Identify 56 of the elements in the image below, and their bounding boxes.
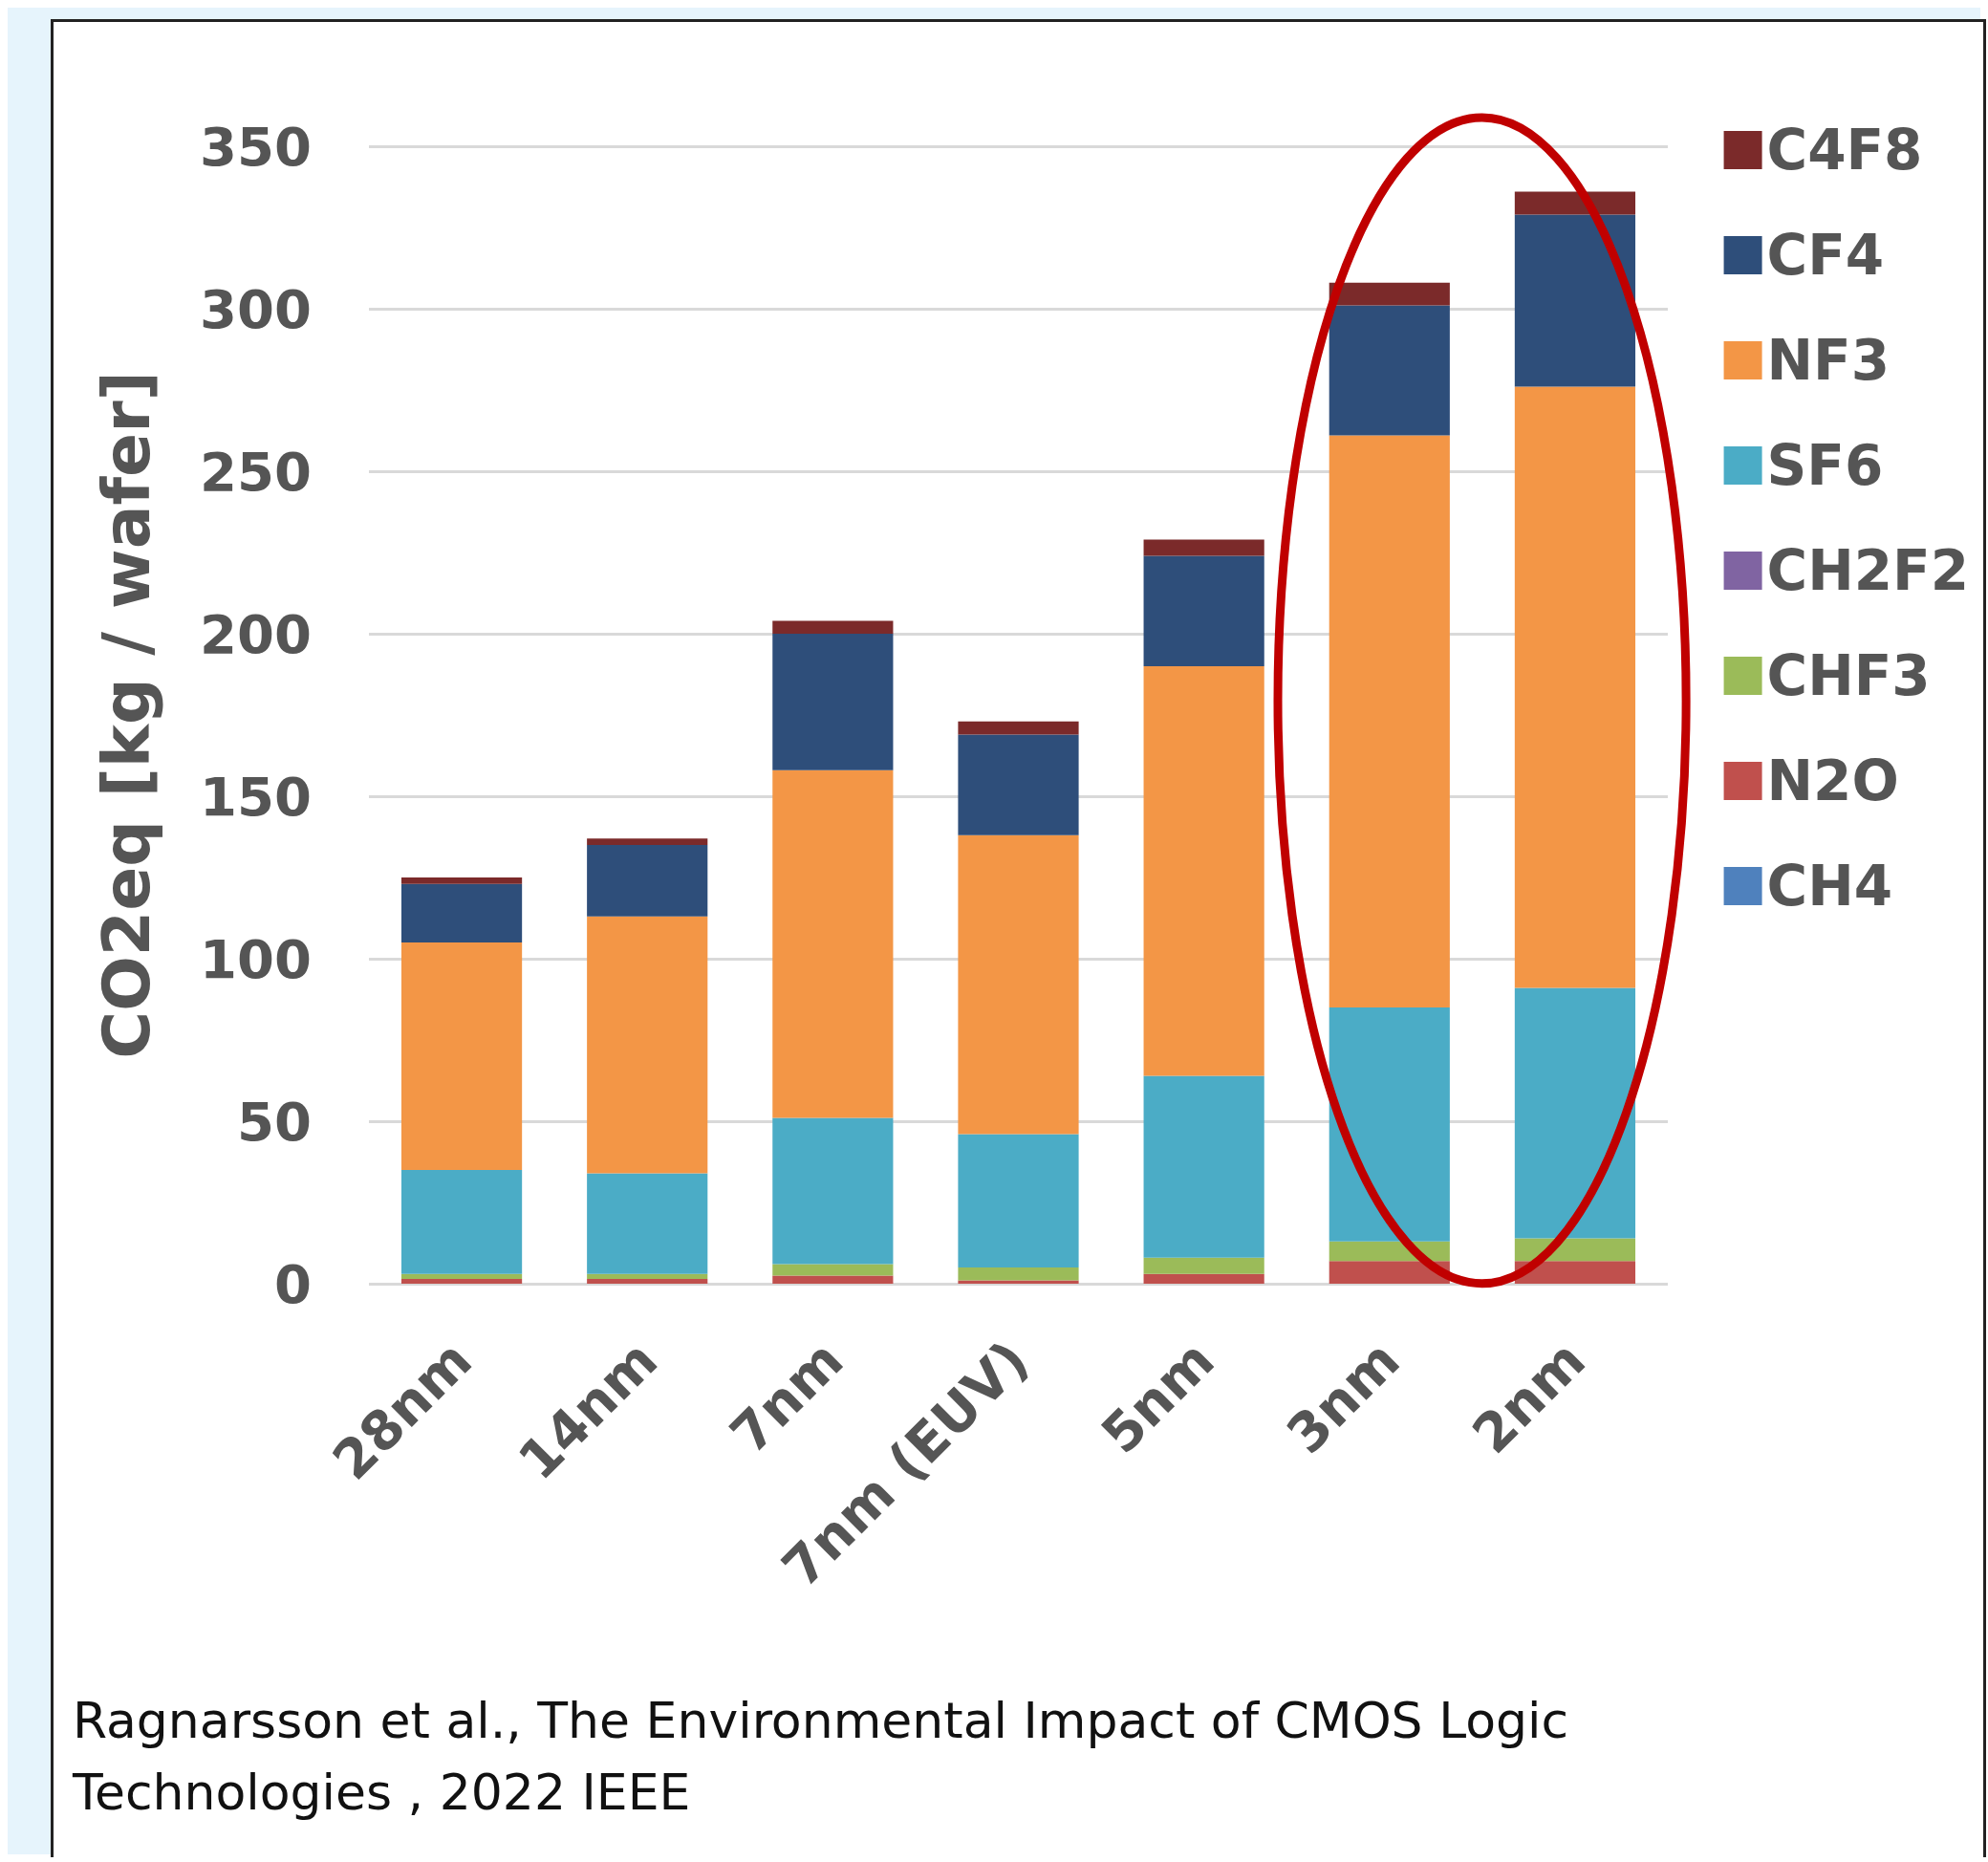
bar xyxy=(1329,1007,1450,1242)
y-tick-label: 0 xyxy=(274,1252,312,1315)
legend-label: CH2F2 xyxy=(1766,538,1970,603)
legend-label: NF3 xyxy=(1766,328,1891,393)
bar xyxy=(1143,539,1264,556)
bar xyxy=(400,1170,523,1274)
bar xyxy=(772,1117,894,1265)
y-tick-label: 250 xyxy=(200,440,312,503)
bar xyxy=(400,1278,523,1284)
bar xyxy=(958,1267,1079,1281)
bar xyxy=(1514,386,1636,988)
bar xyxy=(1329,305,1450,436)
bar xyxy=(587,845,708,917)
legend-label: CHF3 xyxy=(1766,643,1931,708)
bar xyxy=(1143,1273,1264,1284)
y-tick-label: 150 xyxy=(200,765,312,828)
bar xyxy=(1514,1261,1636,1284)
legend-label: CH4 xyxy=(1766,854,1893,919)
bar xyxy=(1514,987,1636,1239)
bar xyxy=(1329,282,1450,306)
bar xyxy=(772,1275,894,1284)
bar xyxy=(772,620,894,634)
bar xyxy=(587,1278,708,1284)
bar xyxy=(958,1134,1079,1267)
y-tick-label: 100 xyxy=(200,927,312,990)
y-tick-label: 300 xyxy=(200,277,312,340)
bar xyxy=(1143,555,1264,666)
bar xyxy=(1329,435,1450,1007)
y-axis-title: CO2eq [kg / wafer] xyxy=(88,371,164,1059)
bar xyxy=(587,1273,708,1279)
y-tick-label: 350 xyxy=(200,115,312,178)
y-tick-label: 50 xyxy=(237,1090,312,1153)
bar xyxy=(400,883,523,942)
bar xyxy=(587,838,708,845)
legend-label: SF6 xyxy=(1766,433,1884,498)
legend-label: N2O xyxy=(1766,748,1899,813)
bar xyxy=(400,877,523,884)
bar xyxy=(587,916,708,1174)
bar xyxy=(400,1273,523,1279)
bar xyxy=(1143,666,1264,1076)
bar xyxy=(958,721,1079,735)
bar xyxy=(1514,214,1636,387)
text: Ragnarsson et al., The Environmental Impact of CMOS Logic Technologies , 2022 IEEE xyxy=(73,1691,1570,1824)
bar xyxy=(400,942,523,1170)
bar xyxy=(587,1173,708,1274)
bar xyxy=(1143,1075,1264,1258)
bar xyxy=(772,769,894,1118)
bar xyxy=(958,734,1079,835)
legend-label: CF4 xyxy=(1766,223,1885,288)
bar xyxy=(772,634,894,770)
bar xyxy=(958,834,1079,1135)
legend-label: C4F8 xyxy=(1766,118,1923,183)
bar xyxy=(1143,1257,1264,1274)
y-tick-label: 200 xyxy=(200,602,312,665)
bar xyxy=(772,1264,894,1276)
bar xyxy=(1329,1261,1450,1284)
